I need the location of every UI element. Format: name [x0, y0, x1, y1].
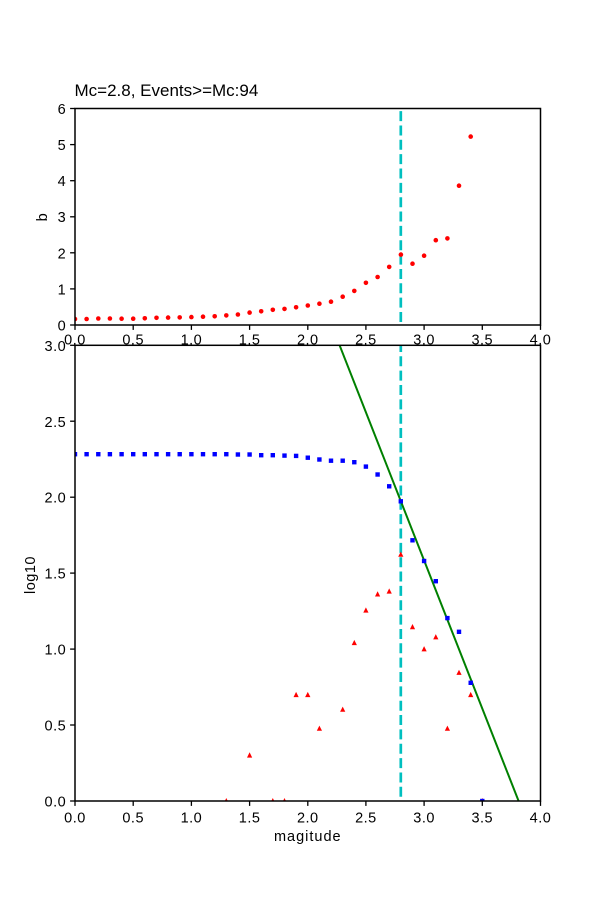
svg-text:3.5: 3.5 — [471, 332, 493, 348]
svg-text:4.0: 4.0 — [530, 332, 552, 348]
svg-text:1.5: 1.5 — [239, 811, 261, 827]
svg-text:0.0: 0.0 — [64, 811, 86, 827]
svg-text:2.5: 2.5 — [355, 811, 377, 827]
svg-text:2.5: 2.5 — [355, 332, 377, 348]
svg-text:b: b — [35, 213, 51, 221]
svg-text:0.0: 0.0 — [45, 795, 67, 811]
svg-text:3.0: 3.0 — [413, 332, 435, 348]
svg-text:log10: log10 — [23, 556, 39, 594]
svg-text:3: 3 — [58, 210, 67, 226]
svg-text:0.5: 0.5 — [122, 811, 144, 827]
svg-text:4: 4 — [58, 174, 67, 190]
svg-text:5: 5 — [58, 138, 67, 154]
svg-text:0: 0 — [58, 319, 67, 335]
svg-text:0.5: 0.5 — [45, 719, 67, 735]
svg-text:1: 1 — [58, 282, 67, 298]
svg-text:1.5: 1.5 — [45, 567, 67, 583]
svg-text:4.0: 4.0 — [530, 811, 552, 827]
svg-text:2: 2 — [58, 246, 67, 262]
svg-text:1.0: 1.0 — [181, 811, 203, 827]
svg-text:2.0: 2.0 — [297, 332, 319, 348]
svg-text:2.0: 2.0 — [297, 811, 319, 827]
svg-text:0.5: 0.5 — [122, 332, 144, 348]
svg-text:3.5: 3.5 — [471, 811, 493, 827]
svg-text:2.0: 2.0 — [45, 491, 67, 507]
svg-text:1.0: 1.0 — [181, 332, 203, 348]
svg-text:2.5: 2.5 — [45, 415, 67, 431]
svg-text:0.0: 0.0 — [64, 332, 86, 348]
svg-text:magitude: magitude — [274, 829, 342, 845]
svg-text:Mc=2.8, Events>=Mc:94: Mc=2.8, Events>=Mc:94 — [75, 81, 259, 100]
svg-text:6: 6 — [58, 102, 67, 118]
svg-text:1.5: 1.5 — [239, 332, 261, 348]
svg-text:1.0: 1.0 — [45, 643, 67, 659]
svg-text:3.0: 3.0 — [45, 339, 67, 355]
svg-text:3.0: 3.0 — [413, 811, 435, 827]
